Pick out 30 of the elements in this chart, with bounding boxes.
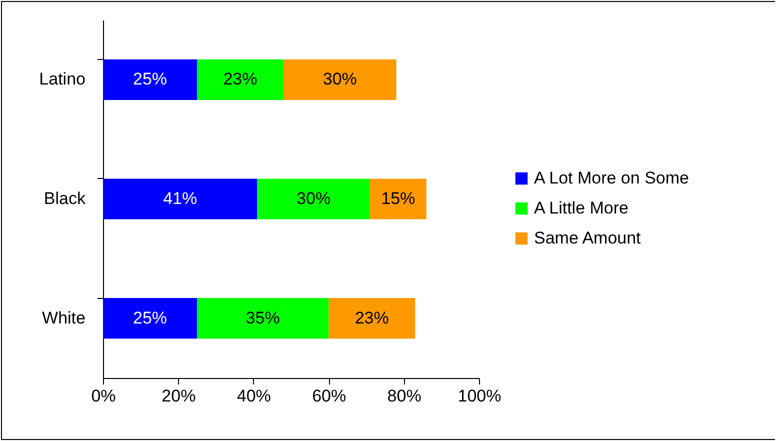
bar	[197, 59, 284, 100]
x-tick-label: 80%	[387, 386, 422, 406]
data-label: 25%	[132, 70, 168, 89]
data-label: 35%	[246, 308, 280, 328]
x-tick-label: 60%	[312, 386, 346, 406]
bar	[103, 59, 197, 100]
x-tick-label: 40%	[236, 386, 271, 406]
legend-label: A Little More	[534, 198, 628, 218]
bar	[328, 298, 416, 339]
bar	[103, 298, 197, 339]
x-tick-label: 0%	[91, 386, 116, 406]
bar	[283, 59, 396, 100]
bar	[103, 178, 258, 220]
y-tick-label: Black	[44, 189, 86, 208]
y-tick-label: Latino	[39, 70, 86, 89]
data-label: 15%	[381, 189, 416, 208]
x-tick-label: 100%	[458, 386, 502, 406]
legend-label: A Lot More on Some	[534, 168, 689, 188]
bar	[257, 178, 370, 220]
data-label: 30%	[296, 189, 331, 208]
data-label: 23%	[223, 70, 258, 89]
data-label: 23%	[354, 308, 389, 328]
y-tick-label: White	[42, 308, 86, 328]
legend-label: Same Amount	[534, 228, 642, 248]
bar	[370, 178, 426, 220]
x-tick-label: 20%	[162, 386, 196, 406]
bar	[197, 298, 329, 339]
data-label: 41%	[163, 189, 198, 208]
data-label: 30%	[322, 70, 357, 89]
data-label: 25%	[132, 308, 168, 328]
